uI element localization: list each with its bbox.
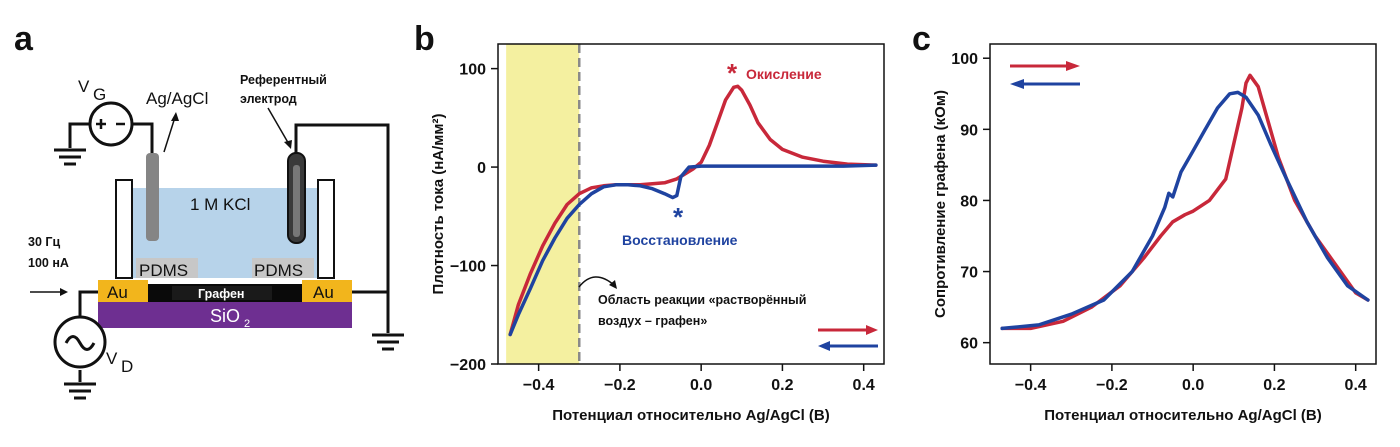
- pdms-wall-right: [317, 179, 335, 279]
- panel-b-series-reverse: [508, 163, 878, 337]
- pdms-label-left: PDMS: [139, 261, 188, 280]
- oxidation-marker: *: [727, 58, 738, 88]
- pdms-label-right: PDMS: [254, 261, 303, 280]
- ground-icon: [372, 333, 404, 351]
- panel-b-series: [508, 84, 878, 337]
- drain-voltage-label: V: [106, 349, 118, 368]
- panel-c-xtick-label: 0.4: [1345, 377, 1367, 394]
- drain-voltage-subscript: D: [121, 357, 133, 376]
- ground-icon: [54, 148, 86, 166]
- panel-c-letter: c: [912, 20, 931, 58]
- ac-source-icon: [53, 315, 107, 369]
- reference-electrode-core: [293, 165, 300, 237]
- gold-contact-right: [302, 280, 352, 302]
- panel-b-letter: b: [414, 20, 435, 58]
- panel-b-ytick-label: 0: [477, 160, 486, 177]
- reference-label: Ag/AgCl: [146, 89, 208, 108]
- gate-voltage-label: V: [78, 77, 90, 96]
- substrate: [98, 302, 352, 328]
- pdms-pad-right: [252, 258, 314, 278]
- arrow-icon: [609, 280, 617, 289]
- ref-electrode-pointer: [267, 107, 291, 147]
- panel-b-xtick-label: −0.4: [523, 377, 555, 394]
- panel-c-xtick-label: 0.0: [1182, 377, 1204, 394]
- panel-c-xlabel: Потенциал относительно Ag/AgCl (В): [1044, 407, 1322, 424]
- panel-c-ytick-label: 90: [960, 122, 978, 139]
- panel-c-series: [1000, 73, 1370, 331]
- panel-c-ytick-label: 100: [951, 51, 978, 68]
- panel-b-ytick-label: −200: [450, 357, 486, 374]
- panel-c-frame: [989, 43, 1377, 365]
- gold-label-right: Au: [313, 283, 334, 302]
- direction-legend: [818, 325, 878, 351]
- panel-c-ytick-label: 60: [960, 336, 978, 353]
- arrow-left-icon: [1010, 79, 1024, 89]
- arrow-icon: [60, 288, 68, 296]
- electrolyte-label: 1 M KCl: [190, 195, 250, 214]
- pdms-wall-left: [115, 179, 133, 279]
- arrow-left-icon: [818, 341, 830, 351]
- gold-contact-left: [98, 280, 148, 302]
- substrate-subscript: 2: [244, 318, 250, 330]
- agagcl-electrode: [146, 153, 159, 241]
- drain-source-wire: [78, 290, 98, 318]
- panel-c-chart: c −0.4 −0.2 0.0 0.2 0.4 60 70 80 90 100 Потенциал…: [912, 20, 1377, 424]
- region-label-line1: Область реакции «растворённый: [598, 293, 806, 307]
- panel-c-xtick-label: −0.2: [1096, 377, 1128, 394]
- ac-frequency-label: 30 Гц: [28, 235, 60, 249]
- panel-c-xtick-label: −0.4: [1015, 377, 1047, 394]
- region-pointer: [578, 276, 615, 288]
- arrow-icon: [171, 112, 179, 121]
- panel-c-series-reverse: [1000, 90, 1370, 331]
- arrow-right-icon: [866, 325, 878, 335]
- panel-b-xtick-label: 0.0: [690, 377, 712, 394]
- gold-label-left: Au: [107, 283, 128, 302]
- reduction-label: Восстановление: [622, 232, 738, 248]
- oxidation-label: Окисление: [746, 66, 822, 82]
- arrow-right-icon: [1066, 61, 1080, 71]
- graphene-label: Графен: [198, 287, 244, 301]
- voltage-source-icon: [88, 101, 134, 147]
- gate-ref-wire: [132, 122, 154, 155]
- ref-electrode-label-line2: электрод: [240, 92, 297, 106]
- panel-c-ylabel: Сопротивление графена (кОм): [932, 90, 949, 318]
- pdms-pad-left: [136, 258, 198, 278]
- gate-ground-wire: [68, 122, 90, 148]
- ground-icon: [64, 382, 96, 400]
- panel-c-ytick-label: 70: [960, 265, 978, 282]
- direction-legend: [1010, 61, 1080, 89]
- panel-b-ytick-label: −100: [450, 259, 486, 276]
- panel-a-letter: a: [14, 20, 34, 58]
- panel-c-ticks: −0.4 −0.2 0.0 0.2 0.4 60 70 80 90 100: [951, 51, 1367, 394]
- substrate-label: SiO: [210, 306, 240, 326]
- panel-b-series-forward: [508, 84, 878, 337]
- panel-b-ylabel: Плотность тока (нА/мм²): [430, 114, 447, 295]
- arrow-icon: [284, 140, 292, 149]
- panel-b-xlabel: Потенциал относительно Ag/AgCl (В): [552, 407, 830, 424]
- panel-c-series-forward: [1000, 73, 1370, 331]
- ac-current-label: 100 нА: [28, 256, 69, 270]
- panel-b-ytick-label: 100: [459, 62, 486, 79]
- panel-b-ticks: −0.4 −0.2 0.0 0.2 0.4 −200 −100 0 100: [450, 62, 875, 394]
- circuit-wires: [68, 122, 390, 382]
- panel-a-schematic: a V G Ag/AgCl: [14, 20, 404, 400]
- gate-voltage-subscript: G: [93, 85, 106, 104]
- panel-c-xtick-label: 0.2: [1263, 377, 1285, 394]
- panel-c-ytick-label: 80: [960, 193, 978, 210]
- graphene-inner: [172, 286, 272, 300]
- region-label-line2: воздух – графен»: [598, 314, 707, 328]
- ref-electrode-label-line1: Референтный: [240, 73, 327, 87]
- panel-b-xtick-label: 0.4: [853, 377, 875, 394]
- panel-b-xtick-label: 0.2: [771, 377, 793, 394]
- panel-b-xtick-label: −0.2: [604, 377, 636, 394]
- panel-b-chart: b −0.4 −0.2 0.0 0.2 0.4 −200 −100 0 100 Потенциа…: [414, 20, 885, 424]
- ref-electrode-right-wire: [294, 123, 390, 294]
- panel-b-frame: [497, 43, 885, 365]
- reduction-marker: *: [673, 202, 684, 232]
